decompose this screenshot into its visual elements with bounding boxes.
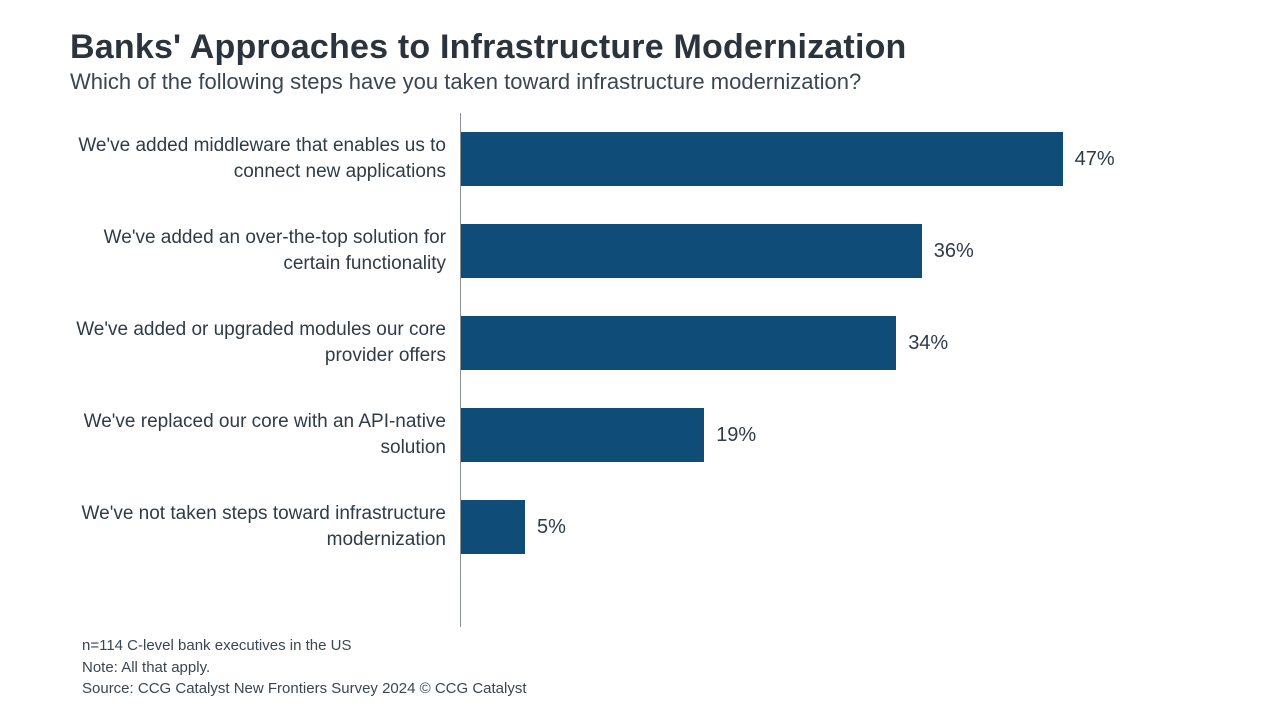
bar-row: 19% bbox=[461, 389, 1220, 481]
category-labels-column: We've added middleware that enables us t… bbox=[70, 113, 460, 627]
bar-row: 36% bbox=[461, 205, 1220, 297]
bar-row: 47% bbox=[461, 113, 1220, 205]
bar bbox=[461, 408, 704, 462]
value-label: 5% bbox=[537, 516, 566, 539]
category-label: We've replaced our core with an API-nati… bbox=[70, 409, 460, 460]
bar-row: 34% bbox=[461, 297, 1220, 389]
chart-footer: n=114 C-level bank executives in the US … bbox=[70, 635, 1220, 700]
value-label: 34% bbox=[908, 332, 948, 355]
category-label: We've added an over-the-top solution for… bbox=[70, 225, 460, 276]
footer-source: Source: CCG Catalyst New Frontiers Surve… bbox=[82, 678, 1220, 700]
bar bbox=[461, 316, 896, 370]
chart-subtitle: Which of the following steps have you ta… bbox=[70, 69, 1220, 95]
bars-column: 47% 36% 34% 19% 5% bbox=[460, 113, 1220, 627]
chart-title: Banks' Approaches to Infrastructure Mode… bbox=[70, 28, 1220, 67]
category-label: We've added or upgraded modules our core… bbox=[70, 317, 460, 368]
footer-n-note: n=114 C-level bank executives in the US bbox=[82, 635, 1220, 657]
footer-note: Note: All that apply. bbox=[82, 657, 1220, 679]
bar-row: 5% bbox=[461, 481, 1220, 573]
value-label: 36% bbox=[934, 240, 974, 263]
value-label: 19% bbox=[716, 424, 756, 447]
category-label: We've not taken steps toward infrastruct… bbox=[70, 501, 460, 552]
chart-container: Banks' Approaches to Infrastructure Mode… bbox=[0, 0, 1280, 720]
value-label: 47% bbox=[1075, 148, 1115, 171]
bar bbox=[461, 224, 922, 278]
category-label: We've added middleware that enables us t… bbox=[70, 133, 460, 184]
chart-plot-area: We've added middleware that enables us t… bbox=[70, 113, 1220, 627]
bar bbox=[461, 500, 525, 554]
bar bbox=[461, 132, 1063, 186]
